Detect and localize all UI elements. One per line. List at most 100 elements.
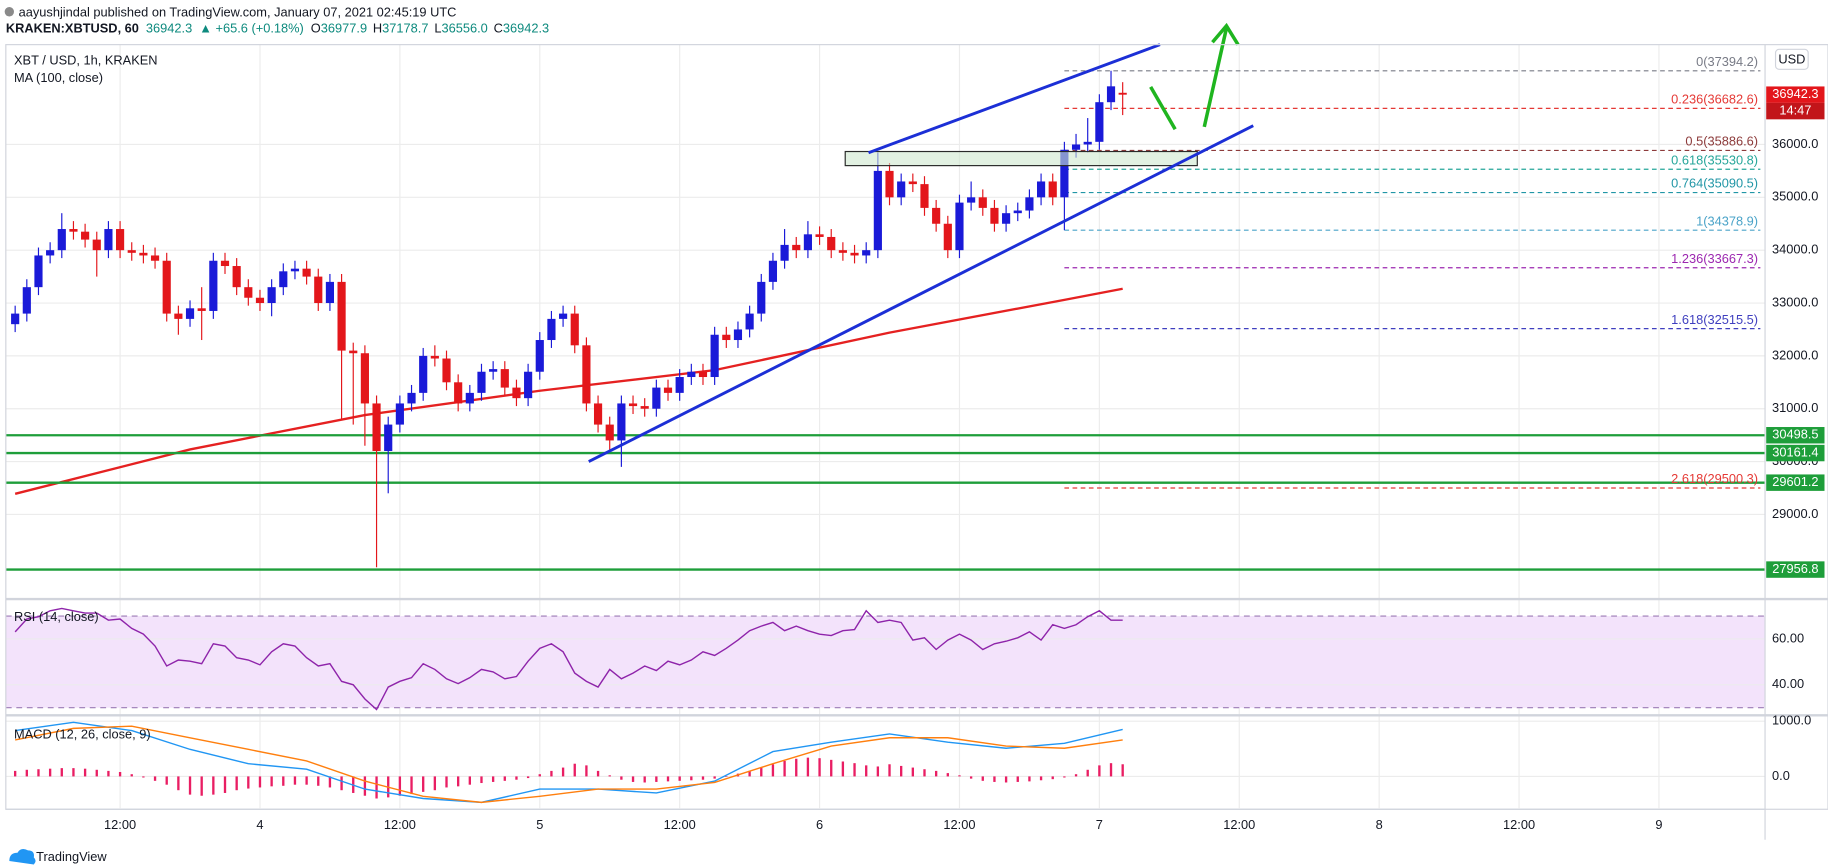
fib-label: 0.764(35090.5): [1671, 176, 1758, 191]
y-tick-label: 1000.0: [1772, 713, 1811, 728]
candle-body: [698, 371, 708, 378]
histogram-bar: [177, 776, 180, 791]
candle-body: [663, 387, 673, 393]
y-tick-label: 60.00: [1772, 630, 1804, 645]
candle-body: [593, 403, 603, 425]
histogram-bar: [223, 776, 227, 793]
candle-body: [955, 202, 964, 251]
candle-body: [1036, 181, 1046, 198]
histogram-bar: [340, 776, 343, 791]
ohlc-key: H: [373, 21, 382, 36]
candle-body: [640, 406, 649, 409]
histogram-bar: [398, 776, 402, 796]
arrow-segment: [1149, 86, 1177, 131]
currency-label[interactable]: USD: [1778, 51, 1805, 66]
histogram-bar: [60, 768, 63, 777]
x-tick-label: 7: [1096, 817, 1103, 832]
histogram-bar: [37, 769, 40, 777]
histogram-bar: [655, 776, 658, 782]
histogram-bar: [1109, 763, 1113, 777]
histogram-bar: [806, 757, 810, 777]
candle-body: [803, 234, 812, 251]
candle-body: [850, 252, 859, 256]
level-label: 29601.2: [1772, 474, 1818, 489]
histogram-bar: [142, 776, 145, 778]
candle-body: [652, 387, 661, 409]
candle-body: [465, 392, 474, 404]
candle-body: [162, 260, 171, 314]
histogram-bar: [1016, 776, 1019, 782]
candle-body: [372, 403, 381, 452]
histogram-bar: [666, 776, 670, 782]
ohlc-value: 37178.7: [382, 21, 428, 36]
candle-body: [733, 329, 743, 341]
x-tick-label: 8: [1376, 817, 1383, 832]
histogram-bar: [25, 769, 28, 777]
histogram-bar: [958, 775, 961, 777]
fib-label: 0.618(35530.8): [1671, 152, 1758, 167]
macd-line: [15, 725, 1123, 804]
histogram-bar: [235, 776, 238, 791]
histogram-bar: [701, 776, 705, 780]
candle-body: [209, 260, 218, 311]
labels: aayushjindal published on TradingView.co…: [4, 4, 549, 865]
histogram-bar: [900, 765, 903, 777]
level-label-box: [1766, 427, 1825, 444]
candle-body: [1106, 86, 1116, 103]
candle-body: [967, 197, 976, 203]
histogram-bar: [795, 758, 798, 777]
candle-body: [628, 403, 638, 407]
histogram-bar: [993, 776, 996, 782]
level-label-box: [1766, 561, 1825, 578]
axes: USD 12:00 4 12:00 5 12:00 6 12:00 7 12:00 8 12:00 9…: [0, 44, 1828, 840]
ohlc-key: O: [311, 21, 321, 36]
histogram-bar: [783, 760, 786, 777]
candle-body: [1095, 102, 1104, 142]
candle-body: [384, 424, 393, 452]
histogram-bar: [375, 776, 378, 799]
histogram-bar: [865, 765, 868, 777]
histogram-bar: [573, 763, 576, 777]
y-tick-label: 31000.0: [1772, 400, 1818, 415]
candle-body: [885, 170, 894, 198]
level-label-box: [1766, 444, 1825, 462]
level-label: 30498.5: [1772, 427, 1818, 442]
candle-body: [1048, 181, 1057, 198]
candle-body: [57, 229, 66, 251]
candle-body: [290, 268, 300, 272]
candle-body: [873, 170, 882, 251]
last-price-text: 36942.3: [146, 21, 192, 36]
candle-body: [407, 392, 416, 404]
histogram-bar: [876, 766, 880, 777]
histogram-bar: [317, 776, 320, 786]
avatar: [4, 7, 14, 17]
candle-body: [185, 308, 195, 319]
histogram-bar: [608, 775, 611, 777]
upper-trendline: [868, 43, 1161, 155]
candle-body: [547, 318, 556, 341]
histogram-bar: [853, 763, 856, 777]
histogram-bar: [363, 776, 367, 796]
histogram-bar: [480, 776, 483, 784]
candle-body: [267, 287, 276, 304]
candle-body: [360, 353, 369, 404]
ohlc-key: C: [494, 21, 503, 36]
candle-body: [11, 313, 20, 325]
fib-label: 2.618(29500.3): [1671, 471, 1758, 486]
histogram-bar: [457, 776, 460, 787]
countdown-label: 14:47: [1779, 102, 1811, 117]
histogram-bar: [468, 776, 471, 785]
histogram-bar: [153, 776, 157, 781]
candle-body: [605, 424, 614, 441]
change: ▲ +65.6 (+0.18%): [199, 21, 304, 36]
histogram-bar: [678, 776, 681, 781]
currency-button[interactable]: [1774, 48, 1809, 70]
histogram-bar: [118, 771, 122, 777]
histogram-bar: [550, 770, 553, 777]
histogram-bar: [72, 768, 75, 777]
histogram-bar: [200, 776, 203, 796]
histogram-bar: [760, 767, 763, 777]
histogram-bar: [969, 776, 973, 779]
candle-body: [920, 184, 929, 208]
